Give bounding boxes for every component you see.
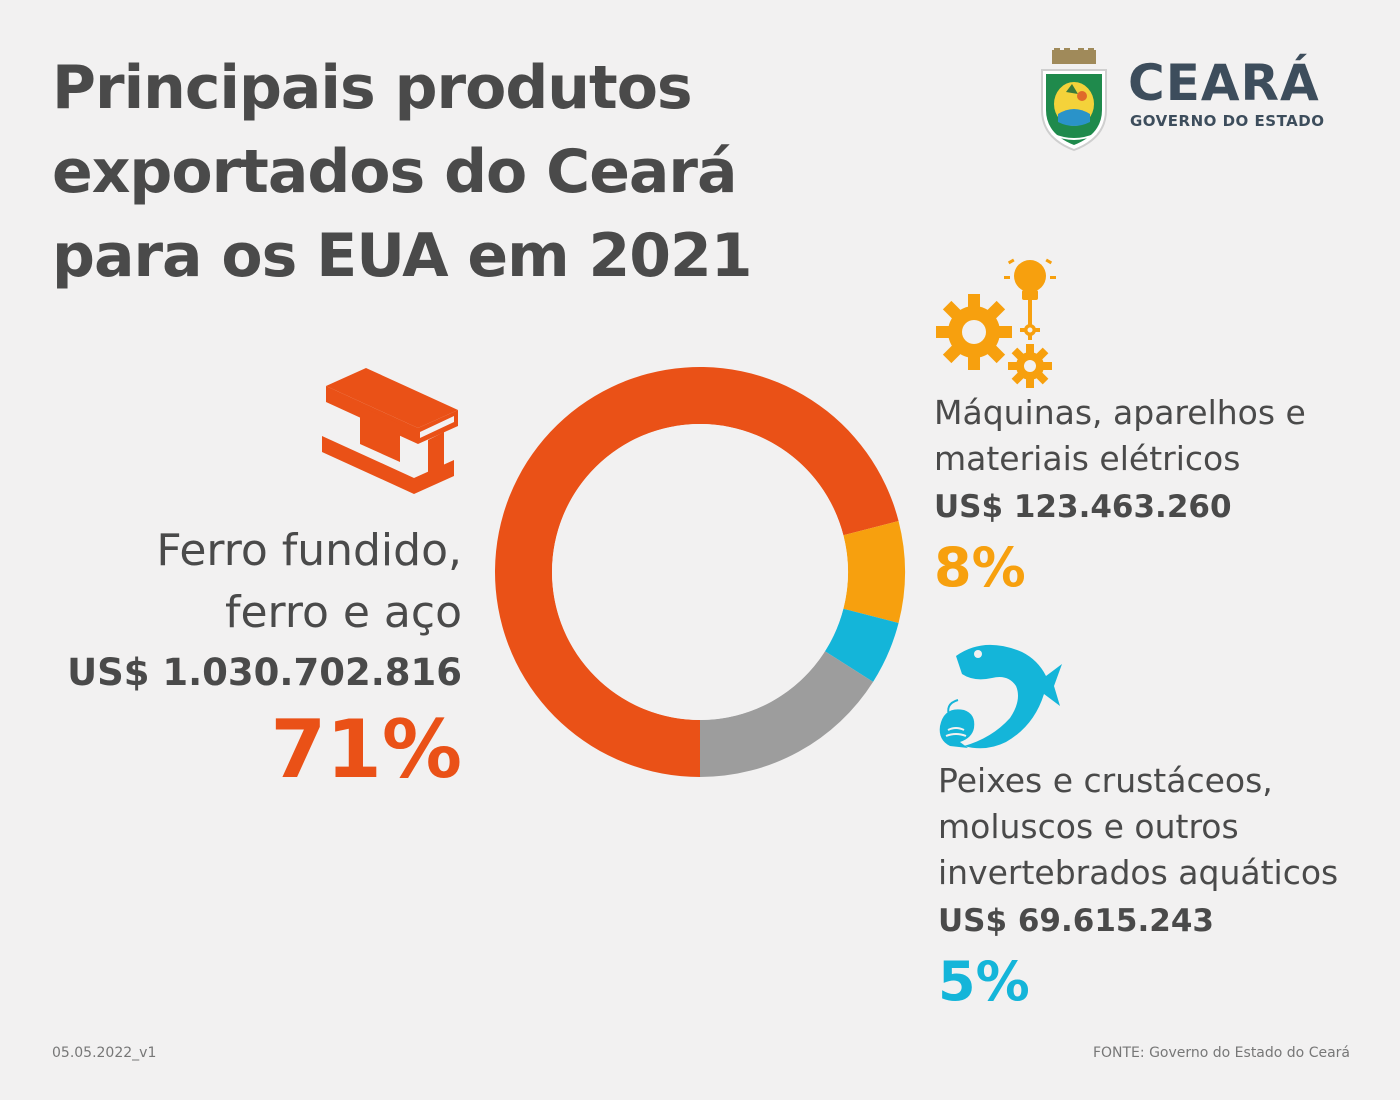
fish-item: Peixes e crustáceos, moluscos e outros i… — [938, 758, 1338, 1018]
fish-percent: 5% — [938, 950, 1030, 1013]
ceara-logo: CEARÁ GOVERNO DO ESTADO — [1036, 46, 1356, 156]
version-label: 05.05.2022_v1 — [52, 1045, 157, 1061]
iron-label-line-1: Ferro fundido, — [156, 525, 462, 576]
donut-hole — [552, 424, 848, 720]
fish-shrimp-icon — [939, 644, 1062, 749]
iron-percent: 71% — [270, 703, 462, 796]
machines-item: Máquinas, aparelhos e materiais elétrico… — [934, 390, 1306, 604]
iron-value: US$ 1.030.702.816 — [67, 651, 462, 694]
fish-label-line-3: invertebrados aquáticos — [938, 853, 1339, 892]
machines-percent: 8% — [934, 536, 1026, 599]
machines-label-line-2: materiais elétricos — [934, 439, 1241, 478]
steel-beam-icon — [322, 368, 458, 494]
title-line-3: para os EUA em 2021 — [52, 221, 753, 291]
fish-label-line-1: Peixes e crustáceos, — [938, 761, 1273, 800]
title-line-2: exportados do Ceará — [52, 137, 737, 207]
iron-label-line-2: ferro e aço — [224, 587, 462, 638]
title-line-1: Principais produtos — [52, 53, 693, 123]
gears-lightbulb-icon — [936, 258, 1056, 388]
machines-label-line-1: Máquinas, aparelhos e — [934, 393, 1306, 432]
donut-chart — [494, 367, 905, 777]
logo-name: CEARÁ — [1128, 54, 1320, 112]
source-label: FONTE: Governo do Estado do Ceará — [1092, 1045, 1350, 1061]
coat-of-arms-icon — [1041, 48, 1107, 152]
slice-fish — [824, 608, 899, 682]
logo-subtitle: GOVERNO DO ESTADO — [1130, 112, 1325, 130]
page-title: Principais produtos exportados do Ceará … — [52, 46, 852, 298]
fish-label-line-2: moluscos e outros — [938, 807, 1239, 846]
slice-other — [700, 651, 874, 777]
slice-machines — [843, 521, 905, 623]
fish-value: US$ 69.615.243 — [938, 903, 1214, 939]
iron-item: Ferro fundido, ferro e aço US$ 1.030.702… — [67, 520, 462, 798]
machines-value: US$ 123.463.260 — [934, 489, 1232, 525]
